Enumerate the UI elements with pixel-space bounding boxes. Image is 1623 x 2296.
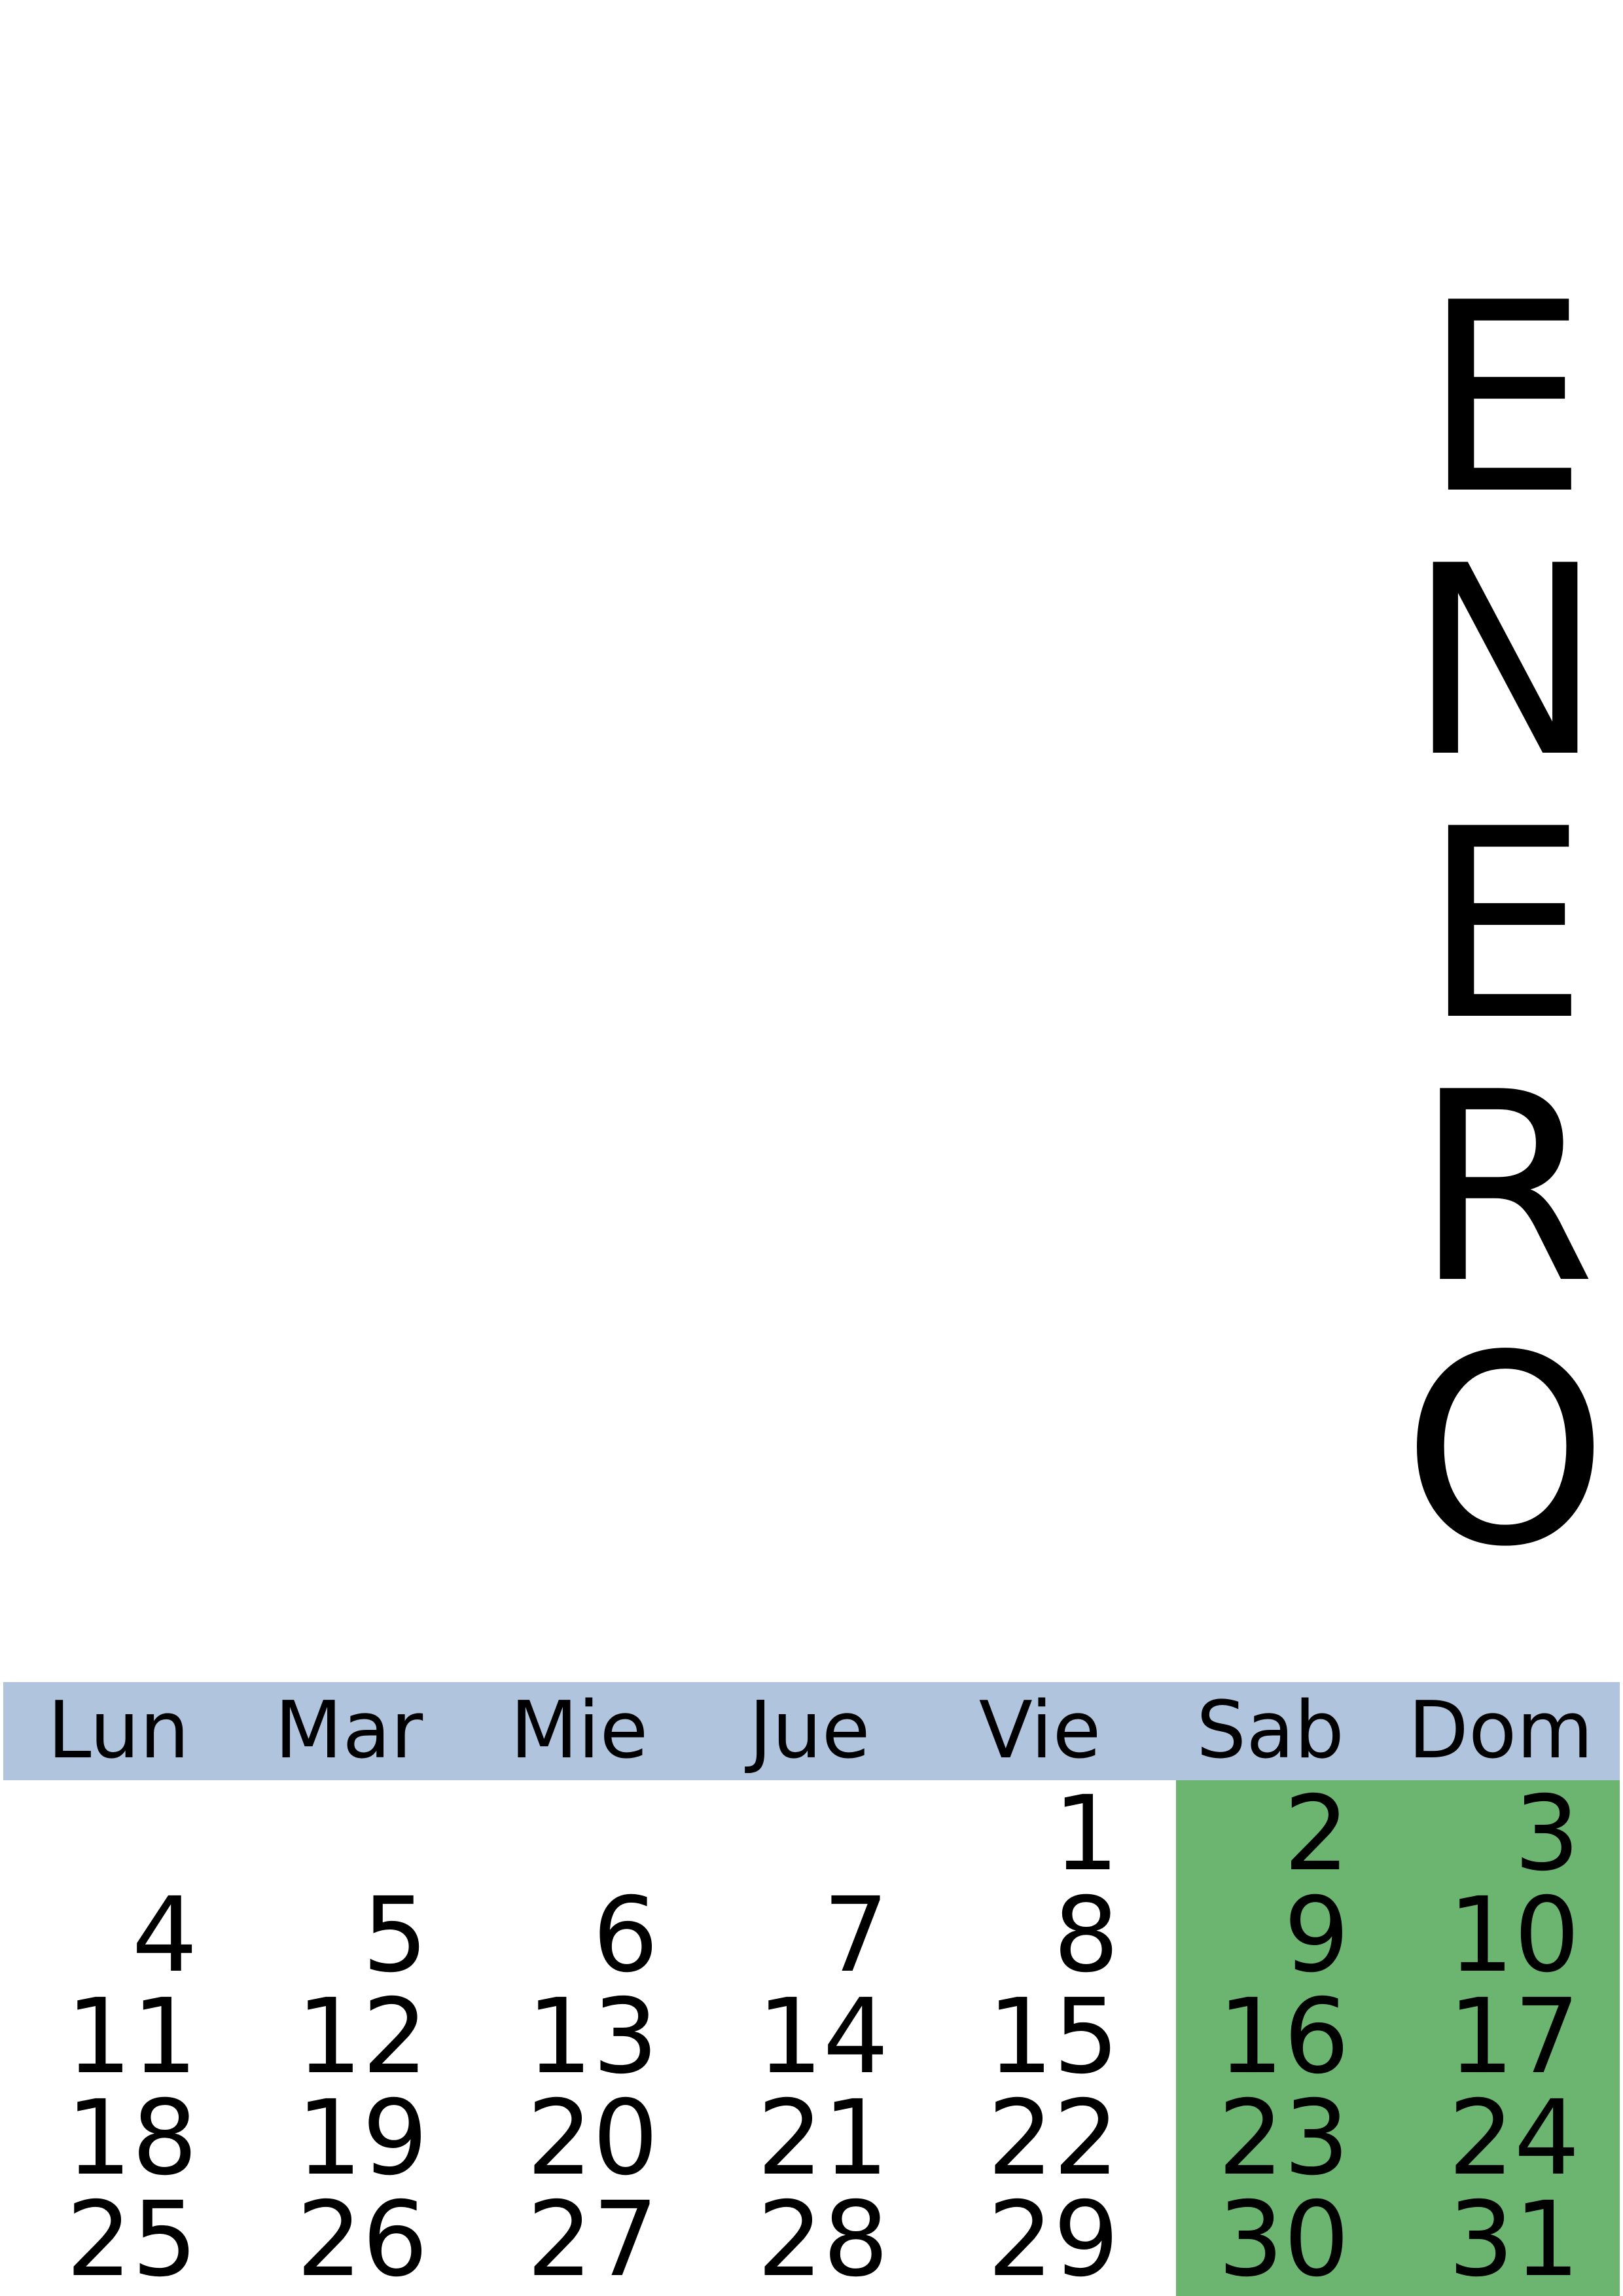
month-letter: R xyxy=(1414,1037,1596,1341)
day-number: 13 xyxy=(526,1977,658,2097)
day-cell: 11 xyxy=(3,1977,234,2097)
month-letter: N xyxy=(1407,511,1603,815)
day-cell xyxy=(464,1784,694,1885)
day-number: 15 xyxy=(987,1977,1119,2097)
day-cell: 15 xyxy=(925,1977,1155,2097)
day-cell: 4 xyxy=(3,1875,234,1996)
day-cell: 9 xyxy=(1155,1875,1385,1996)
day-number: 8 xyxy=(1053,1875,1119,1996)
day-number: 4 xyxy=(132,1875,198,1996)
day-number: 6 xyxy=(592,1875,658,1996)
weekend-highlight xyxy=(1176,1780,1620,2296)
day-number: 29 xyxy=(987,2179,1119,2296)
weekday-label: Dom xyxy=(1408,1685,1594,1776)
day-cell: 3 xyxy=(1385,1774,1616,1894)
day-cell: 12 xyxy=(234,1977,464,2097)
day-cell: 16 xyxy=(1155,1977,1385,2097)
day-number: 20 xyxy=(526,2078,658,2198)
day-cell: 23 xyxy=(1155,2078,1385,2198)
day-number: 25 xyxy=(65,2179,198,2296)
day-number: 5 xyxy=(362,1875,428,1996)
day-cell: 5 xyxy=(234,1875,464,1996)
day-cell: 19 xyxy=(234,2078,464,2198)
day-number: 7 xyxy=(823,1875,889,1996)
day-cell: 31 xyxy=(1385,2179,1616,2296)
day-cell: 28 xyxy=(694,2179,925,2296)
weekday-header: Lun Mar Mie Jue Vie Sab Dom xyxy=(3,1682,1620,1780)
day-number: 30 xyxy=(1217,2179,1349,2296)
day-cell: 22 xyxy=(925,2078,1155,2198)
day-number: 26 xyxy=(296,2179,428,2296)
day-cell: 14 xyxy=(694,1977,925,2097)
day-number: 21 xyxy=(757,2078,889,2198)
weekday-label: Mie xyxy=(510,1685,649,1776)
day-number: 14 xyxy=(757,1977,889,2097)
month-letter: O xyxy=(1402,1300,1609,1604)
day-number: 19 xyxy=(296,2078,428,2198)
day-number: 31 xyxy=(1448,2179,1580,2296)
day-cell xyxy=(694,1784,925,1885)
weekday-label: Sab xyxy=(1196,1685,1344,1776)
weekday-label: Lun xyxy=(47,1685,190,1776)
month-title: E N E R O xyxy=(1387,268,1623,1584)
day-number: 24 xyxy=(1448,2078,1580,2198)
day-cell: 2 xyxy=(1155,1774,1385,1894)
day-number: 2 xyxy=(1283,1774,1349,1894)
day-cell: 7 xyxy=(694,1875,925,1996)
day-cell: 13 xyxy=(464,1977,694,2097)
day-number: 23 xyxy=(1217,2078,1349,2198)
weekday-label: Vie xyxy=(978,1685,1101,1776)
day-number: 16 xyxy=(1217,1977,1349,2097)
day-cell: 21 xyxy=(694,2078,925,2198)
day-cell xyxy=(234,1784,464,1885)
day-cell: 30 xyxy=(1155,2179,1385,2296)
day-number: 22 xyxy=(987,2078,1119,2198)
day-cell: 8 xyxy=(925,1875,1155,1996)
day-cell: 1 xyxy=(925,1774,1155,1894)
day-cell: 10 xyxy=(1385,1875,1616,1996)
day-number: 27 xyxy=(526,2179,658,2296)
day-number: 10 xyxy=(1448,1875,1580,1996)
day-number: 18 xyxy=(65,2078,198,2198)
day-number: 1 xyxy=(1053,1774,1119,1894)
weekday-label: Jue xyxy=(749,1685,870,1776)
day-cell: 6 xyxy=(464,1875,694,1996)
day-cell: 29 xyxy=(925,2179,1155,2296)
month-letter: E xyxy=(1422,247,1588,552)
day-cell: 25 xyxy=(3,2179,234,2296)
day-number: 17 xyxy=(1448,1977,1580,2097)
days-grid: 1 2 3 4 5 6 7 8 9 10 11 12 13 14 15 16 17 18 19 20 21 22 23 24 2… xyxy=(3,1774,1620,2296)
day-cell: 20 xyxy=(464,2078,694,2198)
month-letter: E xyxy=(1422,774,1588,1078)
day-cell: 27 xyxy=(464,2179,694,2296)
day-cell: 18 xyxy=(3,2078,234,2198)
day-cell: 26 xyxy=(234,2179,464,2296)
day-cell: 17 xyxy=(1385,1977,1616,2097)
day-number: 12 xyxy=(296,1977,428,2097)
day-number: 9 xyxy=(1283,1875,1349,1996)
day-cell: 24 xyxy=(1385,2078,1616,2198)
day-number: 11 xyxy=(65,1977,198,2097)
day-number: 3 xyxy=(1514,1774,1580,1894)
weekday-label: Mar xyxy=(274,1685,423,1776)
day-number: 28 xyxy=(757,2179,889,2296)
day-cell xyxy=(3,1784,234,1885)
